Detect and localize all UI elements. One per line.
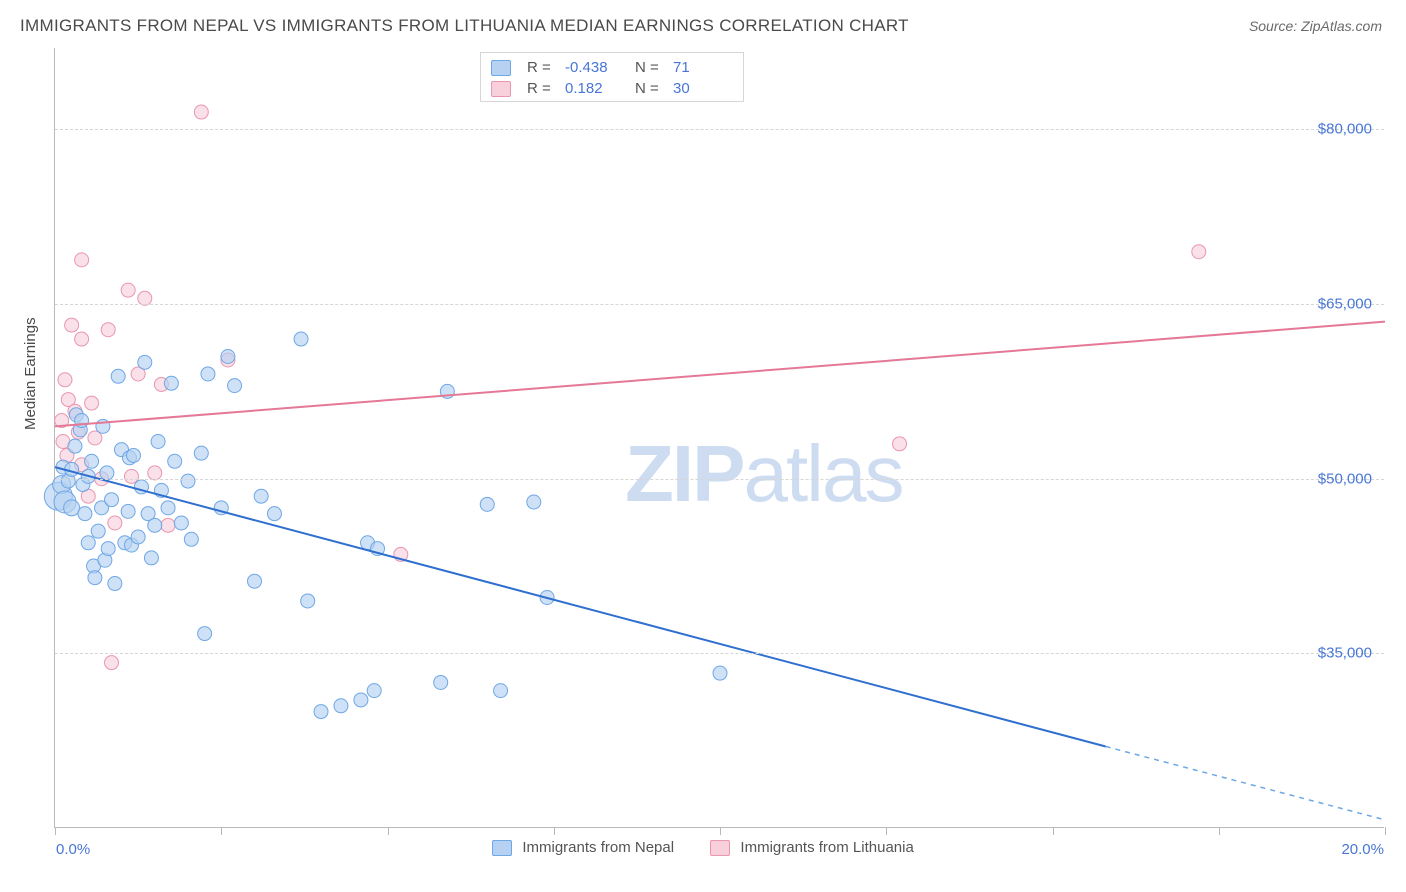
bottom-legend: Immigrants from Nepal Immigrants from Li…: [0, 839, 1406, 856]
chart-svg: [55, 48, 1384, 827]
y-tick-label: $80,000: [1318, 121, 1372, 138]
legend-label-b: Immigrants from Lithuania: [740, 839, 913, 856]
legend-swatch-b: [710, 840, 730, 856]
legend-item-b: Immigrants from Lithuania: [710, 839, 914, 856]
y-tick-label: $50,000: [1318, 470, 1372, 487]
chart-title: IMMIGRANTS FROM NEPAL VS IMMIGRANTS FROM…: [20, 16, 909, 36]
r-legend-swatch-a: [491, 60, 511, 76]
n-value-b: 30: [673, 80, 733, 97]
r-value-a: -0.438: [565, 59, 625, 76]
correlation-legend: R = -0.438 N = 71 R = 0.182 N = 30: [480, 52, 744, 102]
legend-item-a: Immigrants from Nepal: [492, 839, 678, 856]
n-label: N =: [635, 80, 663, 97]
n-value-a: 71: [673, 59, 733, 76]
n-label: N =: [635, 59, 663, 76]
r-legend-swatch-b: [491, 81, 511, 97]
r-label: R =: [527, 59, 555, 76]
legend-swatch-a: [492, 840, 512, 856]
r-value-b: 0.182: [565, 80, 625, 97]
source-attribution: Source: ZipAtlas.com: [1249, 18, 1382, 34]
legend-label-a: Immigrants from Nepal: [522, 839, 674, 856]
r-legend-row-a: R = -0.438 N = 71: [491, 57, 733, 78]
y-axis-label: Median Earnings: [22, 317, 39, 430]
y-tick-label: $65,000: [1318, 296, 1372, 313]
r-label: R =: [527, 80, 555, 97]
plot-area: ZIPatlas $35,000$50,000$65,000$80,000: [54, 48, 1384, 828]
r-legend-row-b: R = 0.182 N = 30: [491, 78, 733, 99]
y-tick-label: $35,000: [1318, 645, 1372, 662]
